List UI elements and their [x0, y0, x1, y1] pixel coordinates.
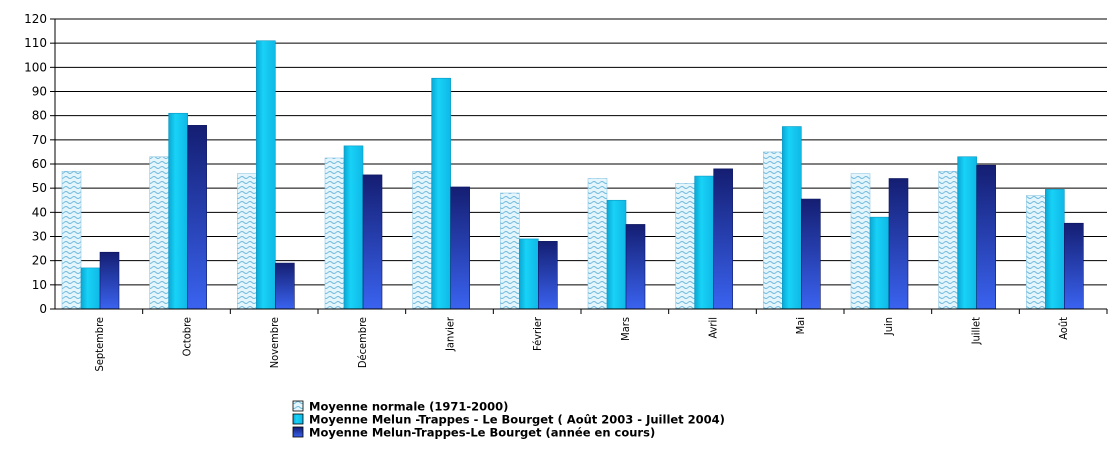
- x-tick-label: Juin: [882, 317, 895, 336]
- y-tick-label: 70: [32, 133, 47, 147]
- y-tick-label: 90: [32, 85, 47, 99]
- bar-2-novembre: [256, 40, 276, 310]
- bar-3-décembre: [362, 174, 383, 310]
- legend-swatch-1: [292, 400, 304, 412]
- axes: 0 10 20 30 40 50 60 70 80 90 100 110 120 Septembre Oct…: [24, 12, 1108, 371]
- bar-1-janvier: [412, 170, 432, 310]
- bar-1-février: [500, 192, 520, 310]
- bar-2-mars: [606, 199, 627, 310]
- x-tick-label: Janvier: [444, 316, 457, 352]
- bar-1-août: [1026, 195, 1046, 310]
- y-tick-label: 40: [32, 205, 47, 219]
- bar-3-mai: [801, 198, 821, 310]
- bar-3-janvier: [450, 186, 470, 310]
- x-tick-label: Décembre: [356, 317, 369, 368]
- bar-2-juillet: [957, 156, 977, 310]
- y-tick-label: 20: [32, 254, 47, 268]
- legend-swatch-3: [292, 426, 304, 438]
- bar-3-février: [538, 241, 558, 310]
- x-tick-label: Avril: [707, 317, 720, 339]
- x-tick-label: Mars: [619, 317, 632, 341]
- legend-label-2: Moyenne Melun -Trappes - Le Bourget ( Ao…: [309, 413, 725, 427]
- bar-3-mars: [625, 224, 646, 310]
- bar-1-mars: [587, 178, 608, 310]
- bar-1-septembre: [61, 170, 82, 310]
- gridlines: [55, 18, 1107, 310]
- bar-1-décembre: [324, 157, 345, 310]
- bar-3-novembre: [275, 262, 295, 310]
- x-tick-label: Novembre: [268, 317, 281, 368]
- legend: Moyenne normale (1971-2000)Moyenne Melun…: [285, 397, 838, 453]
- bar-3-septembre: [99, 251, 120, 310]
- y-tick-label: 120: [24, 12, 47, 26]
- bar-2-septembre: [80, 267, 101, 310]
- x-tick-label: Février: [531, 316, 544, 351]
- bar-2-mai: [782, 126, 802, 310]
- bar-3-juillet: [976, 164, 996, 310]
- x-tick-label: Octobre: [181, 317, 194, 356]
- x-tick-label: Août: [1057, 317, 1070, 340]
- y-tick-label: 60: [32, 157, 47, 171]
- y-tick-label: 10: [32, 278, 47, 292]
- bar-3-avril: [713, 168, 733, 310]
- bar-1-mai: [763, 151, 783, 310]
- bar-3-août: [1064, 222, 1084, 310]
- bar-1-novembre: [237, 173, 257, 310]
- y-tick-label: 110: [24, 36, 47, 50]
- y-tick-label: 0: [39, 302, 47, 316]
- x-tick-label: Septembre: [93, 317, 106, 371]
- y-tick-label: 30: [32, 230, 47, 244]
- bar-2-août: [1045, 189, 1065, 310]
- bar-1-avril: [675, 183, 695, 310]
- legend-swatch-2: [292, 413, 304, 425]
- bar-1-juin: [850, 173, 871, 310]
- bars: [61, 40, 1084, 310]
- bar-2-février: [519, 238, 539, 310]
- y-tick-label: 100: [24, 60, 47, 74]
- bar-2-juin: [869, 216, 890, 310]
- legend-box: [285, 397, 838, 453]
- bar-1-octobre: [149, 156, 169, 310]
- bar-2-octobre: [168, 112, 188, 310]
- bar-3-octobre: [187, 125, 207, 310]
- legend-label-3: Moyenne Melun-Trappes-Le Bourget (année …: [309, 426, 655, 440]
- bar-3-juin: [888, 178, 909, 310]
- bar-2-décembre: [343, 145, 364, 310]
- legend-label-1: Moyenne normale (1971-2000): [309, 400, 508, 414]
- bar-2-avril: [694, 175, 714, 310]
- bar-2-janvier: [431, 77, 451, 310]
- bar-1-juillet: [938, 170, 958, 310]
- x-tick-label: Juillet: [970, 317, 983, 346]
- x-tick-label: Mai: [794, 317, 807, 334]
- y-tick-label: 80: [32, 109, 47, 123]
- y-tick-label: 50: [32, 181, 47, 195]
